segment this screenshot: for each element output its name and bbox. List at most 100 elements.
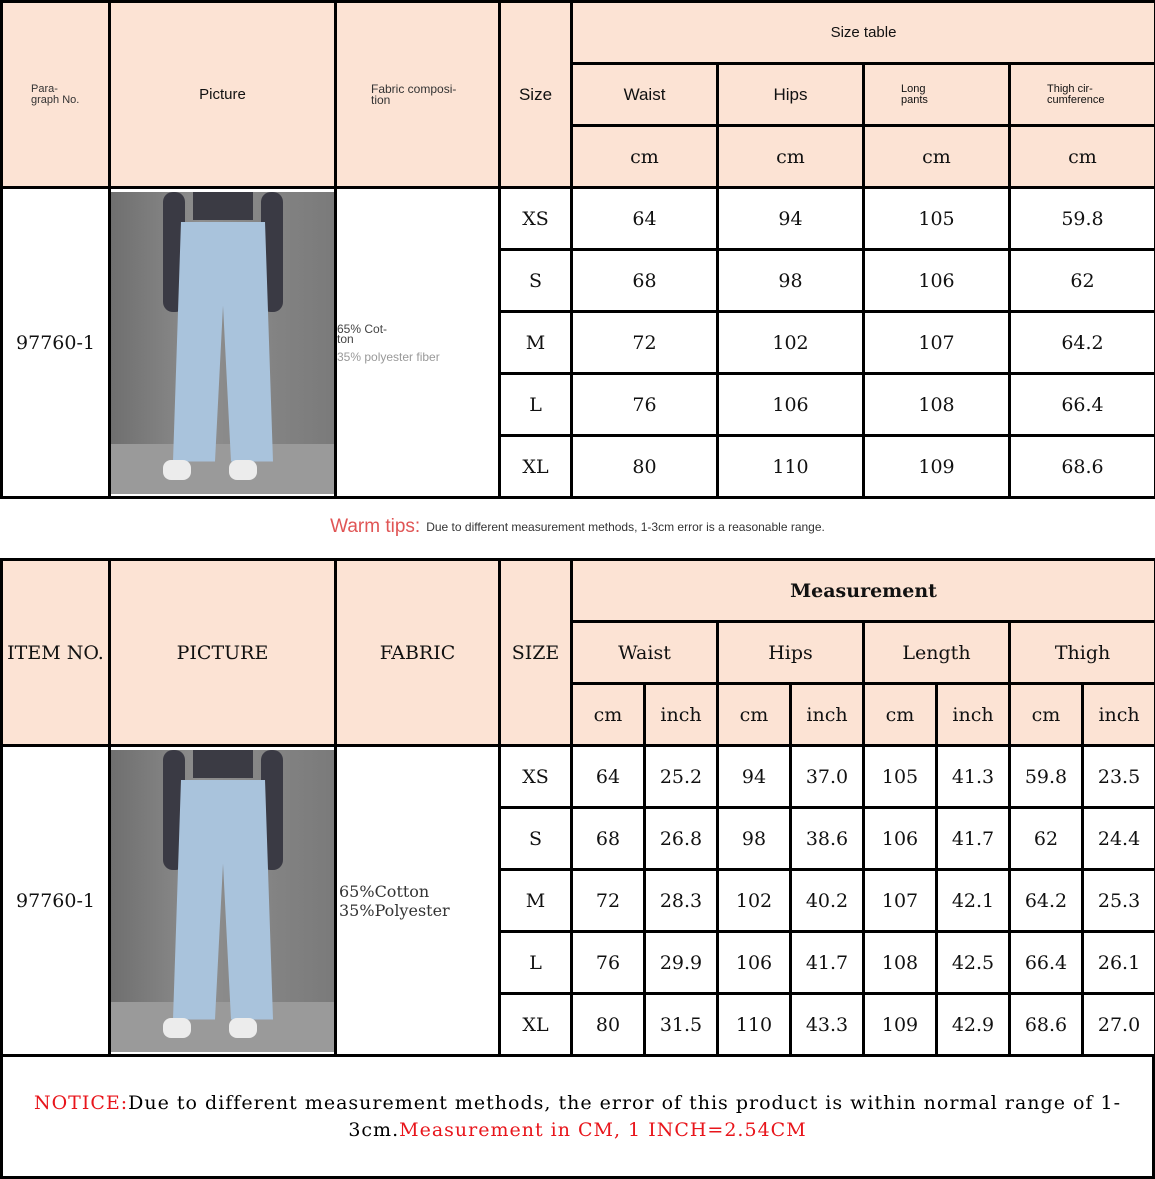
unit-header: cm [862, 682, 938, 747]
value-cell: 29.9 [643, 930, 719, 995]
header-picture: Picture [108, 0, 337, 189]
value-cell: 23.5 [1080, 744, 1155, 809]
size-cell: XL [498, 434, 573, 499]
table-row: L 76 106 108 66.4 [2, 372, 1155, 437]
value-cell: 37.0 [789, 744, 865, 809]
size-cell: XS [498, 186, 573, 251]
table-row: S 68 98 106 62 [2, 248, 1155, 313]
unit-header: inch [935, 682, 1011, 747]
unit-header: cm [716, 124, 865, 189]
value-cell: 94 [716, 744, 792, 809]
header-size-table: Size table [570, 0, 1155, 65]
measure-header: Waist [570, 620, 719, 685]
unit-header: cm [716, 682, 792, 747]
value-cell: 68 [570, 806, 646, 871]
unit-header: inch [643, 682, 719, 747]
item-no: 97760-1 [0, 186, 111, 499]
size-table-1: Para- graph No. Picture Fabric composi- … [0, 0, 1155, 499]
size-table-2: ITEM NO. PICTURE FABRIC SIZE Measurement… [0, 558, 1155, 1057]
value-cell: 106 [862, 806, 938, 871]
photo-part [229, 1017, 257, 1038]
unit-header: cm [1008, 682, 1084, 747]
size-cell: S [498, 806, 573, 871]
size-cell: XS [498, 744, 573, 809]
value-cell: 72 [570, 868, 646, 933]
header-item-no: ITEM NO. [0, 558, 111, 747]
photo-part [229, 459, 257, 480]
warm-tips-label: Warm tips: [330, 516, 421, 537]
size-cell: S [498, 248, 573, 313]
value-cell: 106 [716, 372, 865, 437]
measure-header: Thigh cir- cumference [1008, 62, 1155, 127]
photo-part [163, 459, 191, 480]
value-cell: 108 [862, 372, 1011, 437]
header-item-no: Para- graph No. [0, 0, 111, 189]
value-cell: 106 [862, 248, 1011, 313]
photo-part [173, 221, 273, 462]
value-cell: 108 [862, 930, 938, 995]
value-cell: 25.3 [1080, 868, 1155, 933]
unit-header: cm [1008, 124, 1155, 189]
header-picture: PICTURE [108, 558, 337, 747]
value-cell: 105 [862, 186, 1011, 251]
measure-header: Length [862, 620, 1011, 685]
value-cell: 42.5 [935, 930, 1011, 995]
measure-header: Long pants [862, 62, 1011, 127]
value-cell: 98 [716, 806, 792, 871]
value-cell: 109 [862, 992, 938, 1057]
value-cell: 68.6 [1008, 992, 1084, 1057]
value-cell: 102 [716, 310, 865, 375]
value-cell: 80 [570, 434, 719, 499]
photo-part [193, 191, 253, 220]
fabric-cell: 65% Cot- ton 35% polyester fiber [334, 186, 501, 499]
table-row: 97760-1 65% Cot- ton 35% polyester fiber XS… [0, 186, 1155, 499]
value-cell: 25.2 [643, 744, 719, 809]
value-cell: 31.5 [643, 992, 719, 1057]
value-cell: 105 [862, 744, 938, 809]
unit-header: inch [789, 682, 865, 747]
value-cell: 64.2 [1008, 310, 1155, 375]
value-cell: 24.4 [1080, 806, 1155, 871]
notice-label: NOTICE: [33, 1091, 129, 1114]
unit-header: inch [1080, 682, 1155, 747]
unit-header: cm [570, 124, 719, 189]
picture-cell [108, 186, 337, 499]
value-cell: 110 [716, 992, 792, 1057]
fabric-cell: 65%Cotton 35%Polyester [334, 744, 501, 1057]
header-size: Size [498, 0, 573, 189]
table-row: L 76 29.9 106 41.7 108 42.5 66.4 26.1 [2, 930, 1155, 995]
value-cell: 59.8 [1008, 186, 1155, 251]
value-cell: 26.8 [643, 806, 719, 871]
item-no: 97760-1 [0, 744, 111, 1057]
value-cell: 27.0 [1080, 992, 1155, 1057]
notice: NOTICE:Due to different measurement meth… [0, 1054, 1155, 1179]
table-row: S 68 26.8 98 38.6 106 41.7 62 24.4 [2, 806, 1155, 871]
measure-header: Hips [716, 620, 865, 685]
value-cell: 41.3 [935, 744, 1011, 809]
notice-text: Due to different measurement methods, th… [128, 1091, 1122, 1141]
measure-header: Waist [570, 62, 719, 127]
value-cell: 64.2 [1008, 868, 1084, 933]
value-cell: 76 [570, 930, 646, 995]
photo-part [173, 779, 273, 1020]
value-cell: 28.3 [643, 868, 719, 933]
value-cell: 76 [570, 372, 719, 437]
unit-header: cm [570, 682, 646, 747]
value-cell: 42.1 [935, 868, 1011, 933]
header-measurement: Measurement [569, 558, 1155, 623]
product-photo [112, 749, 333, 1052]
value-cell: 62 [1008, 248, 1155, 313]
photo-part [193, 749, 253, 778]
value-cell: 107 [862, 868, 938, 933]
header-fabric: Fabric composi- tion [334, 0, 501, 189]
size-cell: M [498, 310, 573, 375]
measure-header: Hips [716, 62, 865, 127]
product-photo [112, 191, 333, 494]
fabric-line: 65% Cot- ton [337, 321, 388, 346]
value-cell: 62 [1008, 806, 1084, 871]
value-cell: 107 [862, 310, 1011, 375]
value-cell: 59.8 [1008, 744, 1084, 809]
value-cell: 106 [716, 930, 792, 995]
value-cell: 66.4 [1008, 372, 1155, 437]
fabric-line: 35% polyester fiber [337, 349, 440, 364]
